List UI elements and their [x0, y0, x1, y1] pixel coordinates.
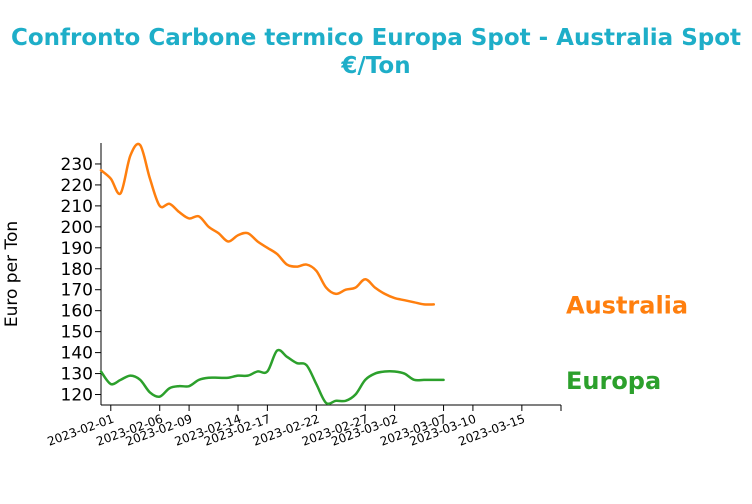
y-tick-label: 180	[61, 260, 93, 280]
series-line-europa	[99, 348, 445, 406]
chart-title-line2: €/Ton	[341, 53, 411, 79]
y-tick-label: 210	[61, 197, 93, 217]
y-tick-label: 150	[61, 323, 93, 343]
y-tick-label: 200	[61, 218, 93, 238]
y-axis-label: Euro per Ton	[2, 221, 22, 327]
y-tick-label: 170	[61, 281, 93, 301]
chart-title-line1: Confronto Carbone termico Europa Spot - …	[10, 25, 742, 51]
series-label-europa: Europa	[566, 367, 661, 395]
series-line-australia	[99, 142, 436, 306]
y-tick-label: 190	[61, 239, 93, 259]
y-tick-label: 120	[61, 386, 93, 406]
series-layer: Australia Europa	[99, 142, 688, 406]
y-tick-label: 140	[61, 344, 93, 364]
y-tick-label: 230	[61, 155, 93, 175]
chart-title: Confronto Carbone termico Europa Spot - …	[0, 24, 752, 80]
y-tick-label: 130	[61, 365, 93, 385]
y-tick-label: 160	[61, 302, 93, 322]
series-label-australia: Australia	[566, 291, 688, 319]
y-tick-label: 220	[61, 176, 93, 196]
